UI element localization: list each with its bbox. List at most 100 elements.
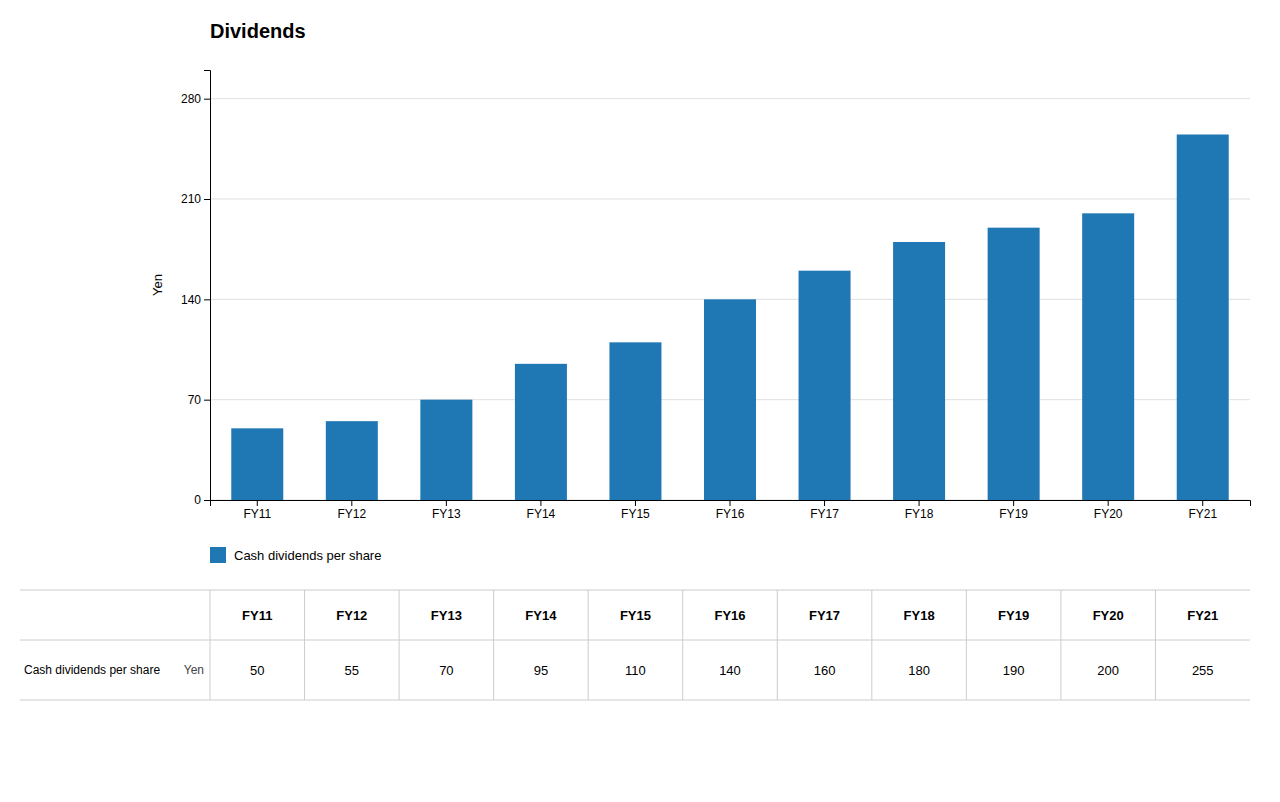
- table-cell: 110: [625, 663, 646, 678]
- bar: [1177, 135, 1229, 501]
- bar: [609, 342, 661, 500]
- x-tick: FY15: [621, 500, 650, 521]
- chart: Dividends070140210280YenFY11FY12FY13FY14…: [0, 0, 1280, 802]
- legend: Cash dividends per share: [210, 547, 381, 563]
- table-cell: 200: [1097, 663, 1119, 678]
- x-tick: FY21: [1188, 500, 1217, 521]
- x-tick-mark: [446, 500, 447, 506]
- x-tick-mark: [540, 500, 541, 506]
- x-tick-mark: [1108, 500, 1109, 506]
- table-header: FY15: [620, 608, 651, 623]
- y-tick-label: 140: [181, 293, 201, 307]
- y-tick-label: 280: [181, 92, 201, 106]
- x-tick-mark: [1202, 500, 1203, 506]
- x-tick-mark: [351, 500, 352, 506]
- grid-line: [210, 98, 1250, 99]
- bar: [988, 228, 1040, 500]
- y-tick: 0: [194, 493, 210, 507]
- table-line: [1155, 590, 1156, 700]
- table-line: [777, 590, 778, 700]
- table-cell: 70: [439, 663, 453, 678]
- x-tick: FY18: [905, 500, 934, 521]
- y-axis-title: Yen: [150, 274, 165, 296]
- x-tick-mark: [919, 500, 920, 506]
- x-tick: FY13: [432, 500, 461, 521]
- bar: [231, 428, 283, 500]
- table-header: FY20: [1093, 608, 1124, 623]
- x-tick: FY11: [243, 500, 271, 521]
- y-axis: 0 70 140 210 280: [181, 71, 211, 508]
- x-tick: FY20: [1094, 500, 1123, 521]
- x-tick-label: FY18: [905, 507, 934, 521]
- table-header: FY17: [809, 608, 840, 623]
- table-header: FY13: [431, 608, 462, 623]
- table-line: [588, 590, 589, 700]
- table-cell: 50: [250, 663, 264, 678]
- legend-label: Cash dividends per share: [234, 548, 381, 563]
- bars: [231, 135, 1228, 501]
- x-tick: FY17: [810, 500, 839, 521]
- bar: [326, 421, 378, 500]
- table-line: [871, 590, 872, 700]
- x-tick-label: FY13: [432, 507, 461, 521]
- bar: [1082, 213, 1134, 500]
- y-tick-label: 70: [188, 393, 202, 407]
- table-line: [20, 590, 1250, 591]
- table: FY11FY12FY13FY14FY15FY16FY17FY18FY19FY20…: [20, 590, 1250, 700]
- y-tick: 280: [181, 92, 210, 106]
- x-tick: FY14: [527, 500, 556, 521]
- table-line: [20, 700, 1250, 701]
- table-cell: 140: [719, 663, 741, 678]
- y-tick-mark: [204, 400, 210, 401]
- grid: [210, 99, 1250, 500]
- x-axis-line: [211, 501, 1251, 507]
- table-line: [1060, 590, 1061, 700]
- x-tick: FY19: [999, 500, 1028, 521]
- x-tick-mark: [1013, 500, 1014, 506]
- table-cell: 180: [908, 663, 930, 678]
- table-line: [966, 590, 967, 700]
- y-tick-mark: [204, 99, 210, 100]
- y-tick: 210: [181, 192, 210, 206]
- table-cell: 160: [814, 663, 836, 678]
- y-tick: 70: [188, 393, 210, 407]
- table-cell: 255: [1192, 663, 1214, 678]
- x-tick-label: FY14: [527, 507, 556, 521]
- x-tick-label: FY19: [999, 507, 1028, 521]
- y-axis-line: [204, 71, 211, 501]
- table-cell: 95: [534, 663, 548, 678]
- table-line: [682, 590, 683, 700]
- x-axis: FY11FY12FY13FY14FY15FY16FY17FY18FY19FY20…: [211, 500, 1251, 521]
- x-tick-label: FY17: [810, 507, 839, 521]
- x-tick-mark: [635, 500, 636, 506]
- table-line: [399, 590, 400, 700]
- bar: [704, 299, 756, 500]
- table-header: FY16: [714, 608, 745, 623]
- x-tick-mark: [730, 500, 731, 506]
- x-tick-label: FY15: [621, 507, 650, 521]
- y-tick: 140: [181, 293, 210, 307]
- table-unit-label: Yen: [184, 663, 204, 677]
- grid-line: [210, 199, 1250, 200]
- bar: [893, 242, 945, 500]
- table-line: [20, 640, 1250, 641]
- table-line: [493, 590, 494, 700]
- table-header: FY11: [242, 608, 272, 623]
- y-tick-label: 210: [181, 192, 201, 206]
- x-tick: FY12: [337, 500, 366, 521]
- y-tick-label: 0: [194, 493, 201, 507]
- legend-swatch: [210, 547, 226, 563]
- table-cell: 55: [345, 663, 359, 678]
- x-tick-label: FY11: [243, 507, 271, 521]
- table-header: FY14: [525, 608, 557, 623]
- y-tick-mark: [204, 500, 210, 501]
- x-tick-mark: [257, 500, 258, 506]
- y-tick-mark: [204, 199, 210, 200]
- table-line: [210, 590, 211, 700]
- x-tick-label: FY12: [337, 507, 366, 521]
- table-header: FY12: [336, 608, 367, 623]
- table-header: FY18: [904, 608, 935, 623]
- bar: [515, 364, 567, 500]
- x-tick-mark: [824, 500, 825, 506]
- table-line: [304, 590, 305, 700]
